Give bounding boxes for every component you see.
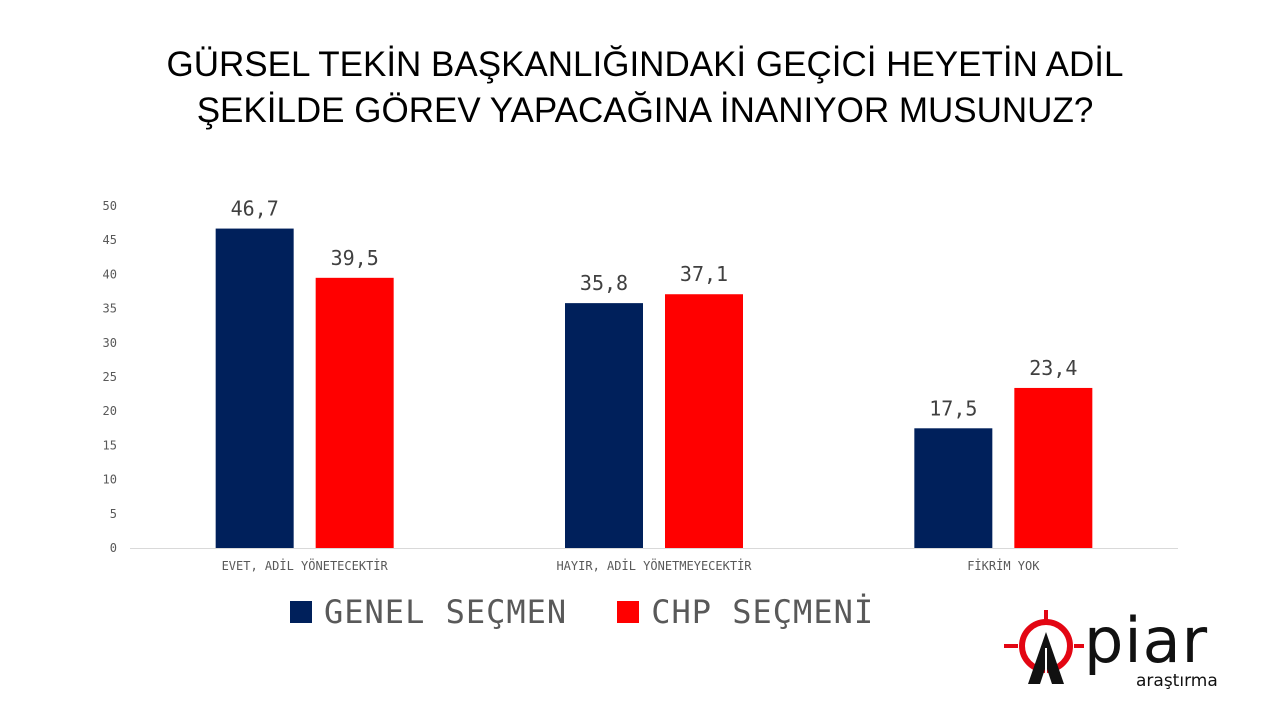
y-tick-label: 15 [103, 438, 117, 452]
y-tick-label: 25 [103, 370, 117, 384]
bar-chp-secmeni-2 [1014, 387, 1093, 548]
chart-title-line-1: GÜRSEL TEKİN BAŞKANLIĞINDAKİ GEÇİCİ HEYE… [166, 45, 1124, 84]
logo-wordmark: piar [1084, 604, 1209, 677]
y-tick-label: 30 [103, 336, 117, 350]
chart-title-line-2: ŞEKİLDE GÖREV YAPACAĞINA İNANIYOR MUSUNU… [196, 91, 1094, 130]
chart-title: GÜRSEL TEKİN BAŞKANLIĞINDAKİ GEÇİCİ HEYE… [100, 42, 1190, 134]
legend-label-genel-secmen: GENEL SEÇMEN [324, 593, 568, 631]
data-label: 37,1 [680, 262, 728, 286]
y-tick-label: 45 [103, 233, 117, 247]
y-tick-label: 50 [103, 199, 117, 213]
x-tick-label: HAYIR, ADİL YÖNETMEYECEKTİR [556, 557, 752, 573]
data-label: 23,4 [1029, 356, 1077, 380]
y-tick-label: 5 [110, 507, 117, 521]
bar-chart: 0 5 10 15 20 25 30 35 40 45 50 46,7 39,5 EVET, ADİL Y… [103, 197, 1178, 573]
y-tick-label: 35 [103, 302, 117, 316]
data-label: 39,5 [331, 246, 379, 270]
bar-genel-secmen-1 [565, 303, 643, 548]
legend-label-chp-secmeni: CHP SEÇMENİ [651, 593, 875, 631]
legend-swatch-genel-secmen [290, 601, 312, 623]
piar-logo-icon [1004, 610, 1084, 688]
chart-legend: GENEL SEÇMEN CHP SEÇMENİ [290, 590, 924, 634]
legend-item-chp-secmeni: CHP SEÇMENİ [617, 593, 874, 631]
y-tick-label: 0 [110, 541, 117, 555]
data-label: 17,5 [929, 396, 977, 420]
y-tick-label: 40 [103, 267, 117, 281]
y-tick-label: 20 [103, 404, 117, 418]
x-tick-label: FİKRİM YOK [967, 558, 1040, 573]
legend-item-genel-secmen: GENEL SEÇMEN [290, 593, 567, 631]
data-label: 35,8 [580, 271, 628, 295]
legend-swatch-chp-secmeni [617, 601, 640, 623]
x-tick-label: EVET, ADİL YÖNETECEKTİR [222, 557, 389, 573]
logo-subtitle: araştırma [1136, 671, 1218, 691]
y-tick-label: 10 [103, 473, 117, 487]
bar-genel-secmen-0 [215, 228, 294, 548]
bar-genel-secmen-2 [914, 428, 993, 548]
data-label: 46,7 [231, 197, 279, 221]
bar-chp-secmeni-0 [315, 277, 394, 548]
bar-chp-secmeni-1 [665, 294, 743, 548]
